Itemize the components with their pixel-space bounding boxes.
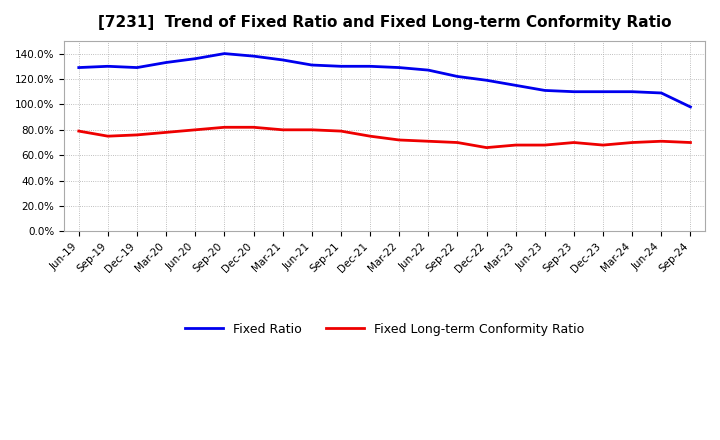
Fixed Ratio	[104, 64, 112, 69]
Fixed Ratio	[249, 54, 258, 59]
Fixed Ratio	[511, 83, 520, 88]
Fixed Long-term Conformity Ratio	[220, 125, 229, 130]
Fixed Long-term Conformity Ratio	[162, 130, 171, 135]
Fixed Long-term Conformity Ratio	[191, 127, 199, 132]
Legend: Fixed Ratio, Fixed Long-term Conformity Ratio: Fixed Ratio, Fixed Long-term Conformity …	[180, 318, 589, 341]
Line: Fixed Long-term Conformity Ratio: Fixed Long-term Conformity Ratio	[78, 127, 690, 147]
Fixed Ratio	[482, 77, 491, 83]
Fixed Ratio	[74, 65, 83, 70]
Fixed Long-term Conformity Ratio	[453, 140, 462, 145]
Fixed Long-term Conformity Ratio	[657, 139, 665, 144]
Fixed Long-term Conformity Ratio	[132, 132, 141, 138]
Fixed Long-term Conformity Ratio	[482, 145, 491, 150]
Fixed Ratio	[570, 89, 578, 94]
Fixed Ratio	[541, 88, 549, 93]
Fixed Ratio	[628, 89, 636, 94]
Fixed Ratio	[366, 64, 374, 69]
Fixed Ratio	[279, 57, 287, 62]
Fixed Long-term Conformity Ratio	[74, 128, 83, 134]
Fixed Long-term Conformity Ratio	[511, 143, 520, 148]
Fixed Ratio	[132, 65, 141, 70]
Fixed Long-term Conformity Ratio	[395, 137, 403, 143]
Fixed Ratio	[424, 67, 433, 73]
Fixed Ratio	[686, 104, 695, 110]
Fixed Ratio	[657, 90, 665, 95]
Fixed Long-term Conformity Ratio	[599, 143, 608, 148]
Fixed Ratio	[162, 60, 171, 65]
Title: [7231]  Trend of Fixed Ratio and Fixed Long-term Conformity Ratio: [7231] Trend of Fixed Ratio and Fixed Lo…	[98, 15, 671, 30]
Fixed Long-term Conformity Ratio	[424, 139, 433, 144]
Fixed Ratio	[337, 64, 346, 69]
Fixed Ratio	[395, 65, 403, 70]
Fixed Long-term Conformity Ratio	[337, 128, 346, 134]
Line: Fixed Ratio: Fixed Ratio	[78, 54, 690, 107]
Fixed Ratio	[220, 51, 229, 56]
Fixed Long-term Conformity Ratio	[104, 133, 112, 139]
Fixed Long-term Conformity Ratio	[366, 133, 374, 139]
Fixed Ratio	[191, 56, 199, 61]
Fixed Long-term Conformity Ratio	[307, 127, 316, 132]
Fixed Ratio	[453, 74, 462, 79]
Fixed Ratio	[307, 62, 316, 68]
Fixed Long-term Conformity Ratio	[570, 140, 578, 145]
Fixed Long-term Conformity Ratio	[628, 140, 636, 145]
Fixed Long-term Conformity Ratio	[686, 140, 695, 145]
Fixed Ratio	[599, 89, 608, 94]
Fixed Long-term Conformity Ratio	[279, 127, 287, 132]
Fixed Long-term Conformity Ratio	[541, 143, 549, 148]
Fixed Long-term Conformity Ratio	[249, 125, 258, 130]
